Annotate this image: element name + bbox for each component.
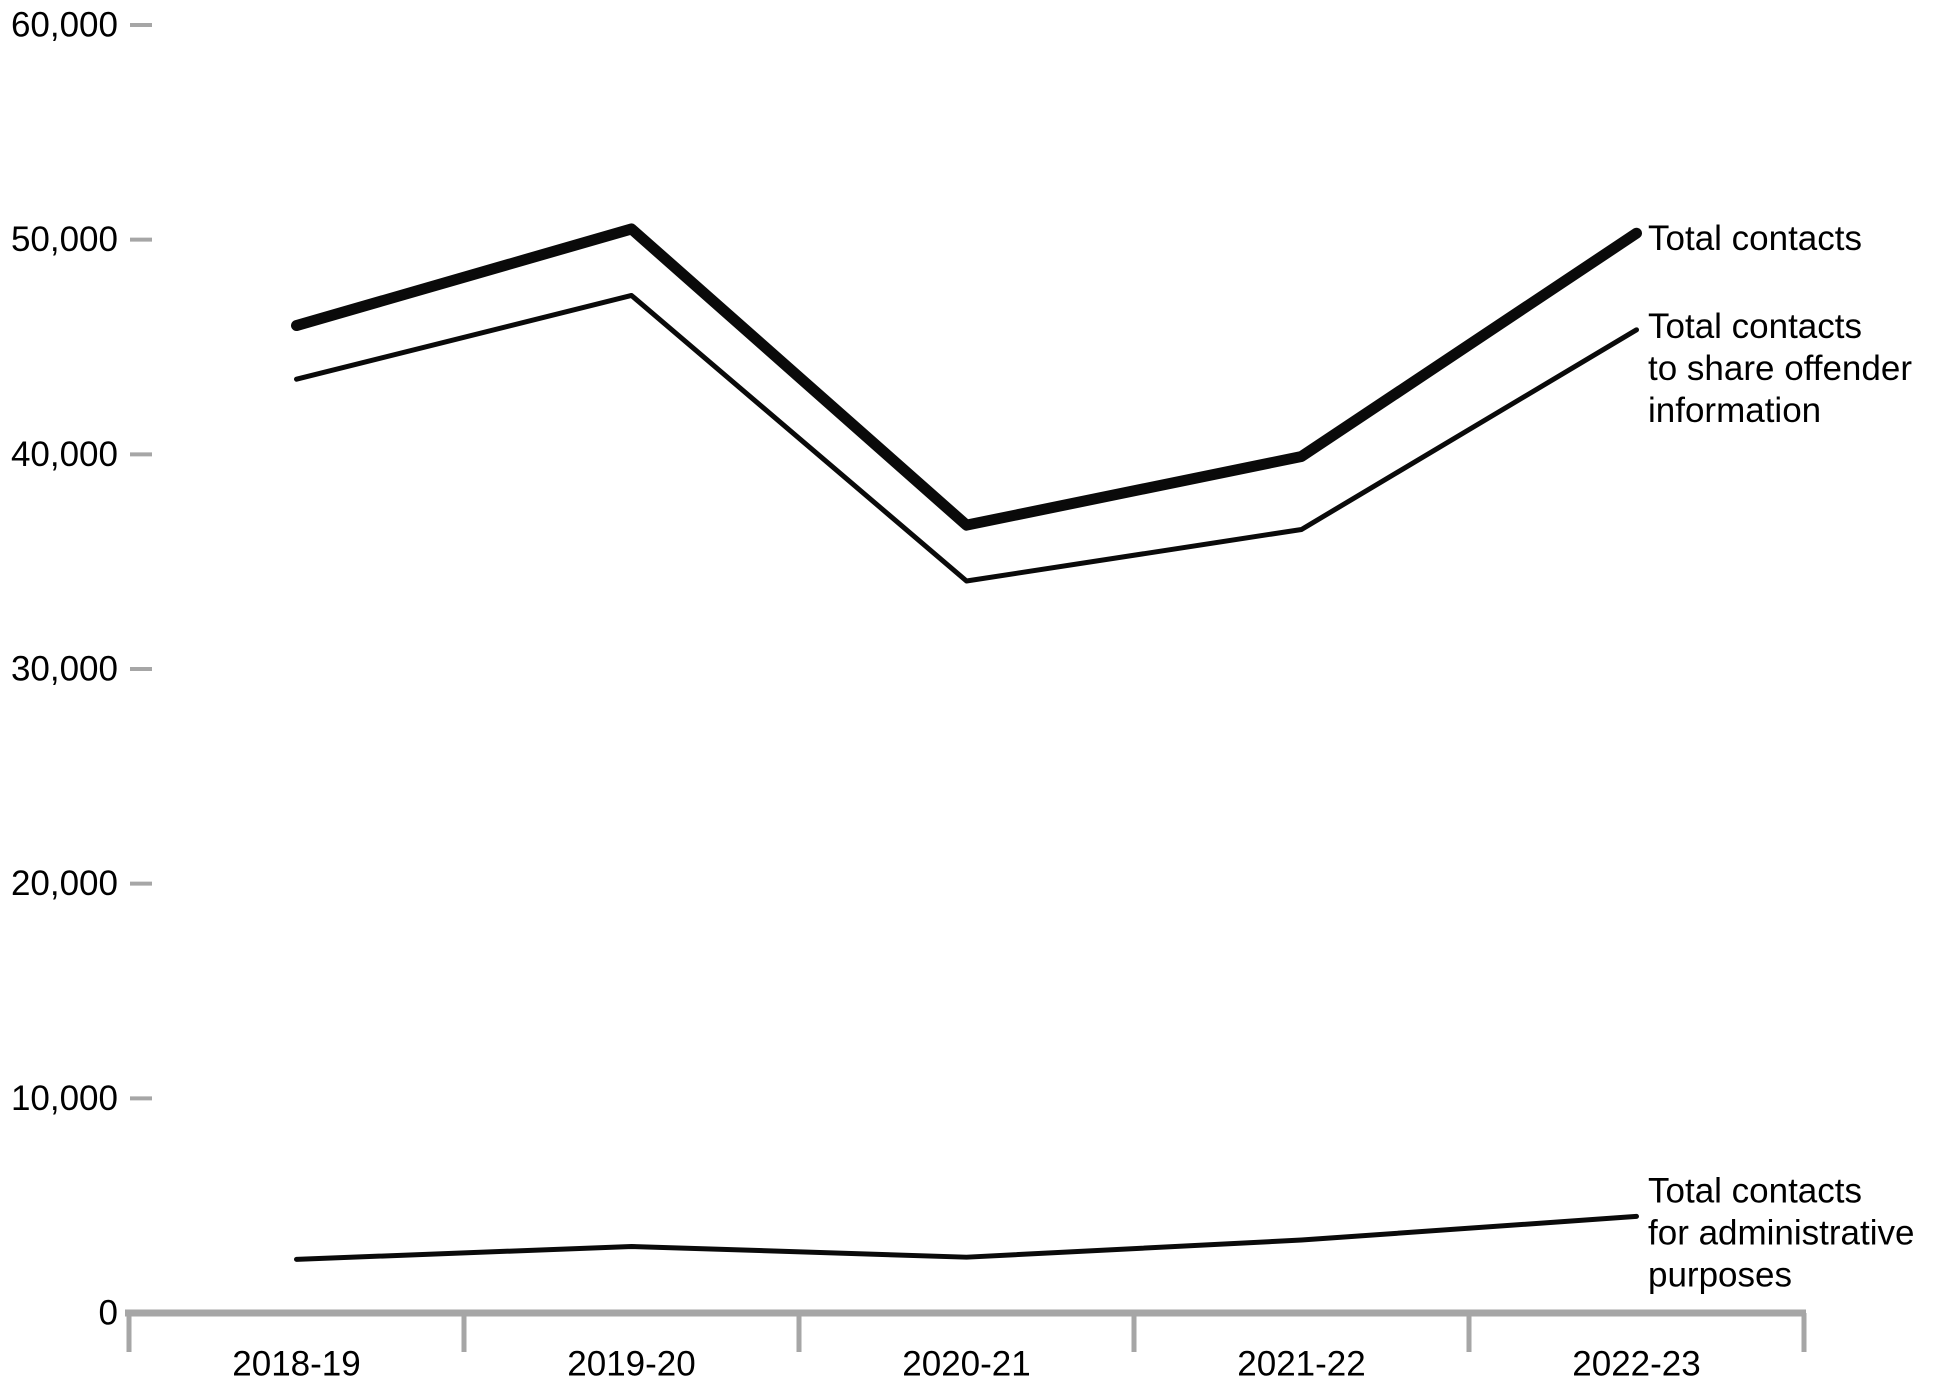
y-tick-label: 30,000 (11, 650, 118, 689)
y-tick-label: 40,000 (11, 435, 118, 474)
y-tick-label: 0 (99, 1294, 118, 1333)
series-line-2 (294, 292, 1639, 584)
series-line-3 (294, 1213, 1639, 1262)
series-label-line: Total contacts (1648, 306, 1862, 345)
y-tick-label: 60,000 (11, 6, 118, 45)
x-axis-ticks-group: 2018-19 2019-20 2020-21 2021-22 2022-23 (126, 1313, 1807, 1384)
y-axis-ticks-group: 0 10,000 20,000 30,000 40,000 50,000 60,000 (11, 6, 152, 1333)
series-line-1 (291, 223, 1642, 531)
y-tick-label: 10,000 (11, 1079, 118, 1118)
y-tick-label: 20,000 (11, 864, 118, 903)
series-label-line: Total contacts (1648, 1171, 1862, 1210)
series-label-3: Total contacts for administrative purposes (1648, 1171, 1914, 1294)
x-tick-label: 2022-23 (1572, 1345, 1700, 1384)
x-tick-label: 2020-21 (902, 1345, 1030, 1384)
x-tick-label: 2021-22 (1237, 1345, 1365, 1384)
series-label-1: Total contacts (1648, 219, 1862, 258)
y-tick-label: 50,000 (11, 220, 118, 259)
series-label-line: to share offender (1648, 348, 1912, 387)
series-label-2: Total contacts to share offender informati… (1648, 306, 1912, 429)
series-label-line: for administrative (1648, 1213, 1914, 1252)
x-tick-label: 2019-20 (567, 1345, 695, 1384)
series-label-line: purposes (1648, 1255, 1792, 1294)
series-lines-group (291, 223, 1642, 1262)
series-label-line: Total contacts (1648, 219, 1862, 258)
x-tick-label: 2018-19 (232, 1345, 360, 1384)
series-label-line: information (1648, 390, 1821, 429)
